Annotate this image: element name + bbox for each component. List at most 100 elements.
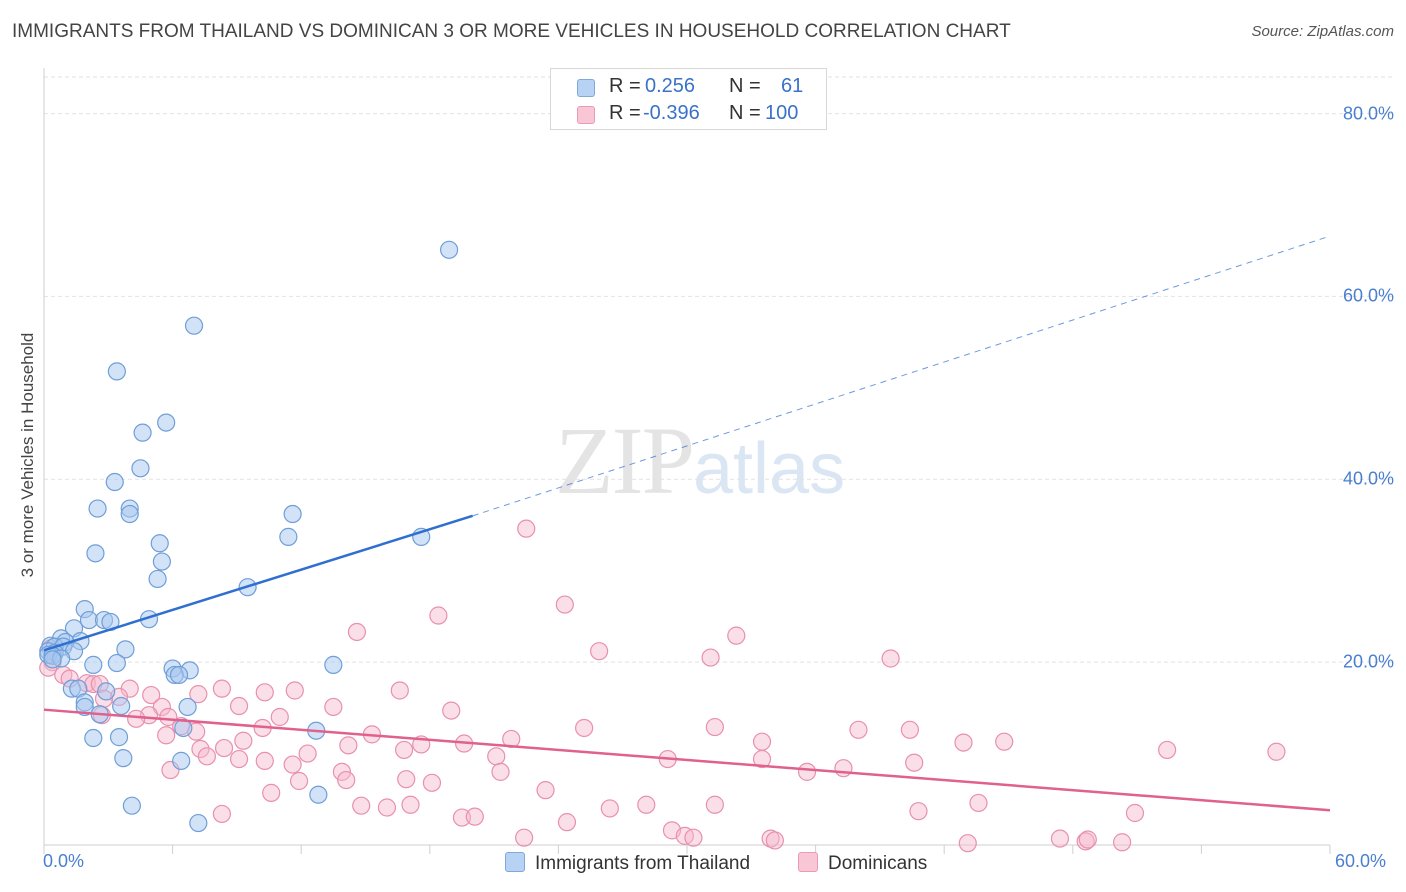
dominican-point (1050, 829, 1070, 848)
r-value: -0.396 (643, 102, 700, 124)
n-label: N = (729, 102, 761, 124)
thailand-point (309, 785, 328, 804)
dominican-point (283, 755, 302, 774)
thailand-point (88, 499, 107, 518)
dominican-point (1158, 740, 1177, 760)
thailand-point (107, 362, 126, 381)
dominican-point (229, 749, 249, 769)
watermark: ZIPatlas (555, 405, 845, 516)
dominican-point (684, 828, 703, 847)
dominican-point (701, 648, 720, 667)
dominican-point (347, 622, 367, 642)
y-tick-label: 80.0% (1342, 103, 1394, 124)
dominican-point (352, 796, 371, 815)
dominican-point (397, 770, 416, 789)
dominican-point (969, 793, 988, 813)
thailand-points (39, 240, 459, 833)
dominican-point (905, 753, 924, 772)
dominican-point (189, 685, 208, 704)
dominican-point (394, 740, 414, 760)
dominican-point (285, 681, 304, 700)
dominican-point (234, 731, 253, 750)
y-axis-label: 3 or more Vehicles in Household (18, 332, 37, 578)
stats-legend: R = 0.256 N = 61 R = -0.396 N = 100 (550, 68, 827, 130)
dominican-point (390, 681, 409, 700)
dominican-point (590, 642, 609, 661)
dominican-point (255, 683, 274, 702)
dominican-point (127, 709, 146, 728)
thailand-point (439, 240, 459, 259)
thailand-point (189, 813, 208, 833)
thailand-swatch (577, 79, 595, 97)
dominican-point (152, 697, 171, 717)
source-label: Source: ZipAtlas.com (1251, 23, 1394, 40)
legend-item-dominicans: Dominicans (798, 852, 927, 875)
dominican-point (157, 726, 176, 745)
thailand-legend-swatch (505, 852, 525, 872)
thailand-trend-line (43, 514, 474, 652)
dominican-point (491, 762, 510, 781)
dominican-point (1125, 803, 1145, 823)
thailand-point (105, 472, 124, 492)
dominican-point (332, 762, 352, 781)
trend-lines (43, 235, 1331, 812)
watermark-zip: ZIP (555, 407, 695, 514)
dominican-point (487, 747, 506, 766)
watermark-atlas: atlas (693, 429, 846, 509)
dominican-point (881, 649, 900, 668)
dominican-point (557, 813, 577, 832)
dominican-point (705, 717, 724, 737)
thailand-point (107, 653, 126, 673)
thailand-point (131, 459, 150, 478)
dominican-point (1267, 742, 1286, 761)
dominican-point (191, 739, 210, 759)
thailand-point (178, 697, 197, 717)
dominican-point (401, 795, 420, 814)
dominican-point (442, 701, 461, 720)
x-tick-label-min: 0.0% (43, 851, 85, 871)
dominican-trend-line (43, 708, 1331, 812)
thailand-point (75, 697, 94, 717)
dominican-point (452, 808, 472, 827)
thailand-point (120, 504, 139, 524)
dominican-point (600, 799, 619, 818)
dominican-point (954, 733, 973, 752)
thailand-point (184, 316, 204, 335)
r-label: R = (609, 75, 641, 97)
thailand-point (86, 544, 105, 563)
dominican-point (465, 807, 484, 826)
dominican-point (339, 736, 358, 755)
thailand-point (169, 665, 189, 685)
y-tick-label: 60.0% (1342, 285, 1394, 306)
thailand-point (157, 413, 176, 432)
dominican-point (517, 519, 536, 538)
dominican-point (536, 781, 555, 800)
dominican-point (377, 798, 397, 817)
thailand-point (283, 504, 302, 524)
grid-lines (44, 76, 1395, 663)
dominican-point (1112, 833, 1132, 852)
legend-item-thailand: Immigrants from Thailand (505, 852, 750, 875)
chart-title: IMMIGRANTS FROM THAILAND VS DOMINICAN 3 … (12, 21, 1011, 42)
dominican-point (849, 720, 868, 739)
n-label: N = (729, 75, 761, 97)
dominican-point (958, 834, 977, 853)
thailand-trend-extension (472, 235, 1331, 517)
dominican-point (262, 783, 281, 802)
dominican-point (637, 795, 656, 814)
dominican-point (324, 697, 343, 717)
thailand-point (116, 640, 135, 659)
dominican-point (214, 738, 234, 758)
n-value: 100 (765, 102, 799, 124)
n-value: 61 (781, 75, 804, 97)
dominican-point (197, 747, 216, 766)
thailand-point (324, 655, 343, 674)
dominican-point (142, 685, 161, 705)
dominican-point (1078, 830, 1097, 849)
dominican-legend-swatch (798, 852, 818, 872)
dominican-point (212, 679, 231, 698)
dominican-point (727, 626, 746, 645)
dominican-point (255, 751, 274, 770)
dominican-point (555, 595, 574, 614)
